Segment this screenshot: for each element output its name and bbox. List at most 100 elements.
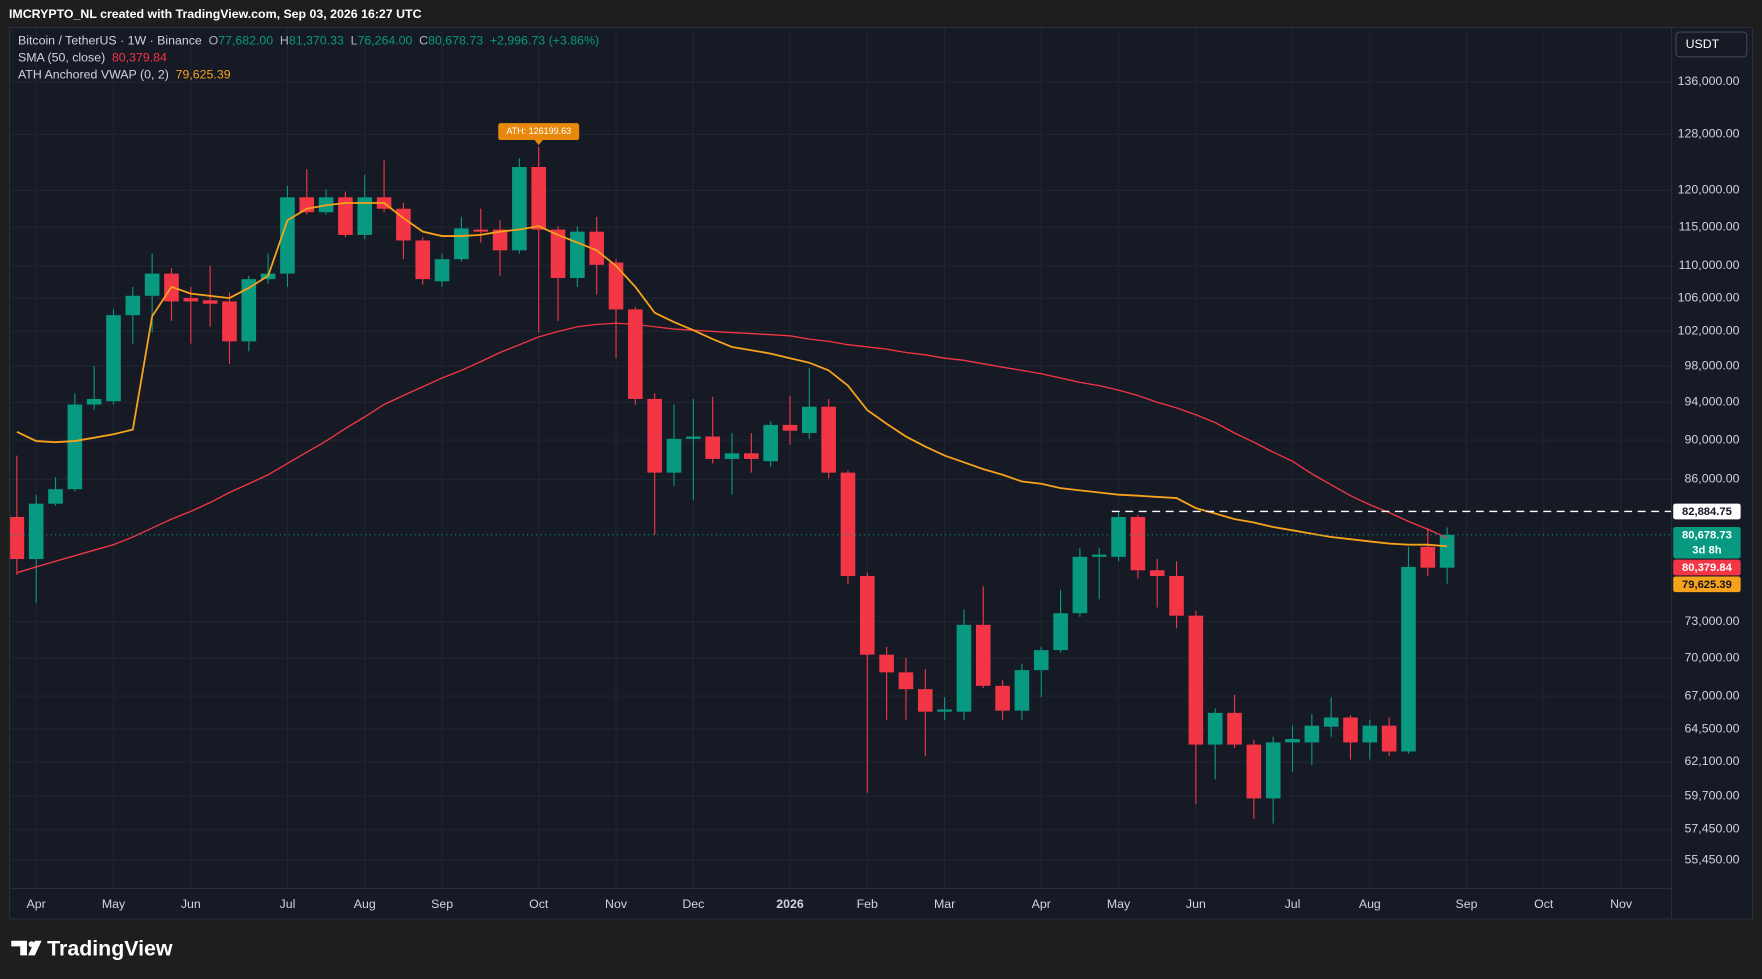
currency[interactable]: USDT <box>1686 37 1720 51</box>
candle-body <box>183 298 199 302</box>
y-tick-label: 102,000.00 <box>1678 324 1740 338</box>
ohlc-key: H <box>280 34 289 48</box>
candle-body <box>1091 554 1107 557</box>
price-label: 82,884.75 <box>1682 506 1732 518</box>
currency-button[interactable] <box>1675 31 1748 58</box>
candle-body <box>995 685 1010 711</box>
candle-body <box>1072 556 1088 614</box>
candle-body <box>782 424 798 431</box>
y-tick-label: 110,000.00 <box>1679 258 1740 272</box>
candle-body <box>647 398 662 473</box>
candle-body <box>280 197 295 274</box>
candle-body <box>222 301 237 342</box>
candle-body <box>821 406 836 473</box>
y-tick-label: 64,500.00 <box>1685 721 1740 735</box>
x-tick-label: Apr <box>1032 897 1051 911</box>
legend-value: 79,625.39 <box>176 68 231 82</box>
y-tick-label: 55,450.00 <box>1685 852 1740 866</box>
candle-body <box>917 689 933 712</box>
candle-body <box>415 240 431 280</box>
candle-body <box>840 472 856 577</box>
ohlc-value: 77,682.00 <box>218 34 273 48</box>
x-tick-label: Mar <box>934 897 955 911</box>
logo-text: TradingView <box>47 936 173 960</box>
x-tick-label: May <box>1107 897 1131 911</box>
candle-body <box>956 624 972 712</box>
legend-name: ATH Anchored VWAP (0, 2) <box>18 68 169 82</box>
price-label: 80,678.73 <box>1682 529 1732 541</box>
candle-body <box>106 315 121 402</box>
candle-body <box>1149 570 1165 577</box>
y-tick-label: 128,000.00 <box>1678 127 1740 141</box>
plot <box>10 146 1671 824</box>
candle-body <box>1053 613 1068 651</box>
x-tick-label: Sep <box>1455 897 1477 911</box>
price-label-bg <box>1673 576 1741 593</box>
chart-frame <box>8 26 1754 920</box>
candle-body <box>473 229 489 232</box>
y-tick-label: 57,450.00 <box>1685 822 1740 836</box>
x-tick-label: Jul <box>280 897 296 911</box>
ath-label-bg <box>498 123 580 141</box>
candle-body <box>338 197 353 235</box>
candle-body <box>1401 566 1416 752</box>
ath-label: ATH: 126199.63 <box>506 126 571 136</box>
candle-body <box>1227 712 1242 745</box>
candle-body <box>1111 516 1126 557</box>
labels: 136,000.00 128,000.00 120,000.00 115,000.00… <box>27 74 1741 911</box>
candle-body <box>86 398 102 405</box>
candle-body <box>531 166 547 230</box>
x-tick-label: Oct <box>1534 897 1554 911</box>
legend-main: Bitcoin / TetherUS · 1W · Binance O77,682… <box>18 34 599 48</box>
candle-body <box>454 228 469 260</box>
candle-body <box>705 436 720 459</box>
x-tick-label: Feb <box>857 897 878 911</box>
x-tick-label: Nov <box>1610 897 1633 911</box>
logo-icon <box>11 940 42 956</box>
legend-name: SMA (50, close) <box>18 51 105 65</box>
candle-body <box>492 229 508 251</box>
candle-body <box>1130 516 1146 571</box>
legend-sma: SMA (50, close) 80,379.84 <box>18 51 167 65</box>
price-label-bg <box>1673 559 1741 576</box>
candle-body <box>1343 717 1358 743</box>
x-tick-label: Jul <box>1285 897 1301 911</box>
y-tick-label: 136,000.00 <box>1678 74 1740 88</box>
candle-body <box>1188 615 1204 745</box>
x-tick-label: 2026 <box>776 897 804 911</box>
candle-body <box>686 436 701 439</box>
price-label-bg <box>1673 503 1741 520</box>
candle-body <box>1420 546 1436 568</box>
ohlc-key: L <box>351 34 358 48</box>
candle-body <box>1169 576 1184 616</box>
candle-body <box>1439 534 1455 568</box>
candle-body <box>608 262 624 310</box>
candle-body <box>1323 717 1339 727</box>
candle-body <box>512 166 527 251</box>
candle-body <box>1033 650 1049 671</box>
candle-body <box>1265 742 1281 799</box>
candle-body <box>763 424 778 462</box>
y-tick-label: 120,000.00 <box>1678 183 1740 197</box>
y-tick-label: 59,700.00 <box>1685 788 1740 802</box>
candle-body <box>299 197 315 213</box>
candle-body <box>975 624 991 686</box>
ohlc-value: 76,264.00 <box>357 34 412 48</box>
indicator-line <box>16 322 1448 574</box>
y-tick-label: 67,000.00 <box>1685 688 1740 702</box>
x-tick-label: Jun <box>1186 897 1206 911</box>
x-tick-label: Apr <box>27 897 46 911</box>
candle-body <box>144 273 160 296</box>
x-tick-label: Jun <box>181 897 201 911</box>
candle-body <box>1285 739 1300 743</box>
candle-body <box>48 489 63 504</box>
candle-body <box>241 279 257 342</box>
candle-body <box>1014 670 1030 711</box>
candle-body <box>589 231 605 265</box>
candle-body <box>202 300 218 304</box>
legend-vwap: ATH Anchored VWAP (0, 2) 79,625.39 <box>18 68 231 82</box>
x-tick-label: Aug <box>1359 897 1381 911</box>
countdown: 3d 8h <box>1692 545 1721 557</box>
y-tick-label: 70,000.00 <box>1685 650 1740 664</box>
